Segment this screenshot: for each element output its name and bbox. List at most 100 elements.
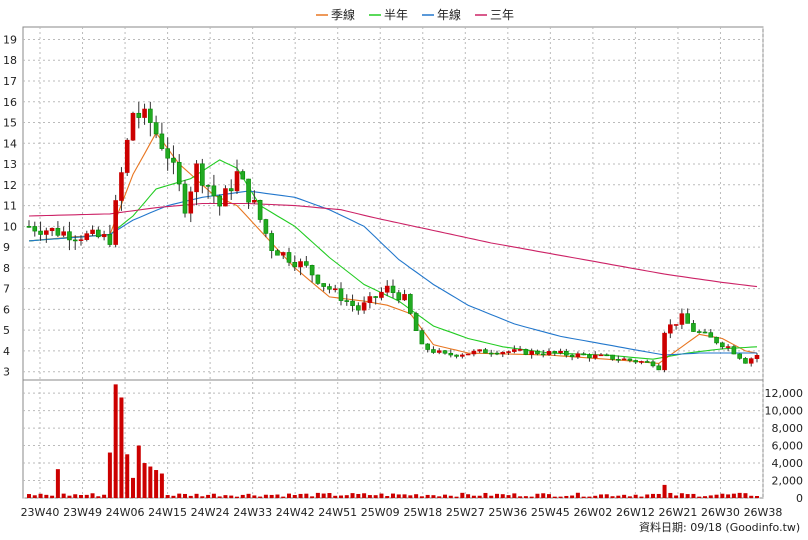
volume-bar [217,496,222,498]
candle-body [367,296,373,303]
volume-bar [107,452,112,498]
candle-body [494,352,500,355]
candle-body [500,351,506,355]
volume-bar [32,495,37,498]
candle-body [344,300,350,302]
candle-body [685,313,690,324]
candle-body [679,313,685,325]
volume-bar [558,496,563,498]
candle-body [731,346,737,355]
time-tick-label: 23W49 [63,506,102,519]
candle-body [136,112,142,118]
volume-bars [27,384,759,498]
price-tick-label: 18 [3,54,17,67]
legend-label: 三年 [490,8,514,22]
volume-bar [159,473,164,498]
candle-body [748,358,754,364]
candle-body [488,352,494,355]
candle-body [252,199,257,203]
candle-body [587,354,592,359]
candle-body [44,230,49,235]
candle-body [223,188,228,207]
candle-body [668,324,673,334]
candle-body [148,108,153,123]
volume-bar [460,492,465,498]
price-tick-label: 11 [3,200,17,213]
legend-item: 季線 [316,7,355,22]
price-tick-label: 14 [3,137,17,150]
price-tick-label: 16 [3,96,17,109]
candle-body [257,199,263,220]
volume-bar [627,496,632,498]
candle-body [714,336,719,344]
volume-bar [691,493,696,498]
candle-body [234,171,240,192]
volume-bar [362,493,367,498]
volume-bar [737,492,742,498]
candle-body [552,351,558,354]
time-tick-label: 24W51 [318,506,357,519]
volume-bar [483,492,488,498]
volume-bar [350,493,355,498]
price-tick-label: 8 [3,262,10,275]
price-tick-label: 10 [3,220,17,233]
candle-body [517,349,523,351]
candle-body [564,350,569,356]
candle-body [633,360,638,363]
candle-body [228,188,234,192]
candle-body [321,283,326,287]
legend-label: 季線 [331,7,355,22]
volume-bar [547,494,551,498]
candle-body [304,261,309,266]
price-tick-label: 5 [3,324,10,337]
candle-body [581,353,586,356]
volume-bar [223,495,228,498]
candle-body [558,350,563,354]
price-tick-label: 17 [3,75,17,88]
volume-bar [269,494,274,498]
price-tick-label: 12 [3,179,17,192]
volume-bar [44,494,49,498]
time-tick-label: 25W27 [446,506,485,519]
candle-body [720,342,725,348]
legend-label: 半年 [384,8,408,22]
volume-bar [471,495,476,498]
price-tick-label: 7 [3,283,10,296]
volume-bar [246,493,251,498]
candle-body [598,354,604,357]
candle-body [436,350,442,353]
candle-body [350,300,355,306]
candle-body [200,163,205,186]
candle-body [390,285,396,293]
candle-body [332,288,338,291]
volume-bar [148,466,153,498]
legend-item: 半年 [369,8,408,22]
time-tick-label: 24W33 [233,506,272,519]
volume-bar [518,496,523,498]
candle-body [696,331,702,333]
candle-body [280,252,286,256]
candle-body [656,365,662,371]
candle-body [650,361,656,367]
volume-bar [570,495,575,498]
candle-body [754,355,760,359]
volume-bar [165,495,170,498]
candle-body [639,361,644,363]
legend-item: 三年 [475,8,514,22]
candle-body [153,122,159,135]
volume-bar [500,494,505,498]
volume-bar [321,493,326,498]
time-tick-label: 23W40 [21,506,60,519]
volume-bar [171,495,176,498]
volume-bar [622,494,627,498]
volume-bar [177,493,182,498]
candle-body [78,239,84,241]
volume-bar [304,493,309,498]
volume-tick-label: 8,000 [772,422,804,435]
candle-body [165,148,170,159]
candle-body [477,349,482,352]
volume-bar [240,494,245,498]
volume-bar [616,495,621,498]
volume-bar [552,496,557,498]
